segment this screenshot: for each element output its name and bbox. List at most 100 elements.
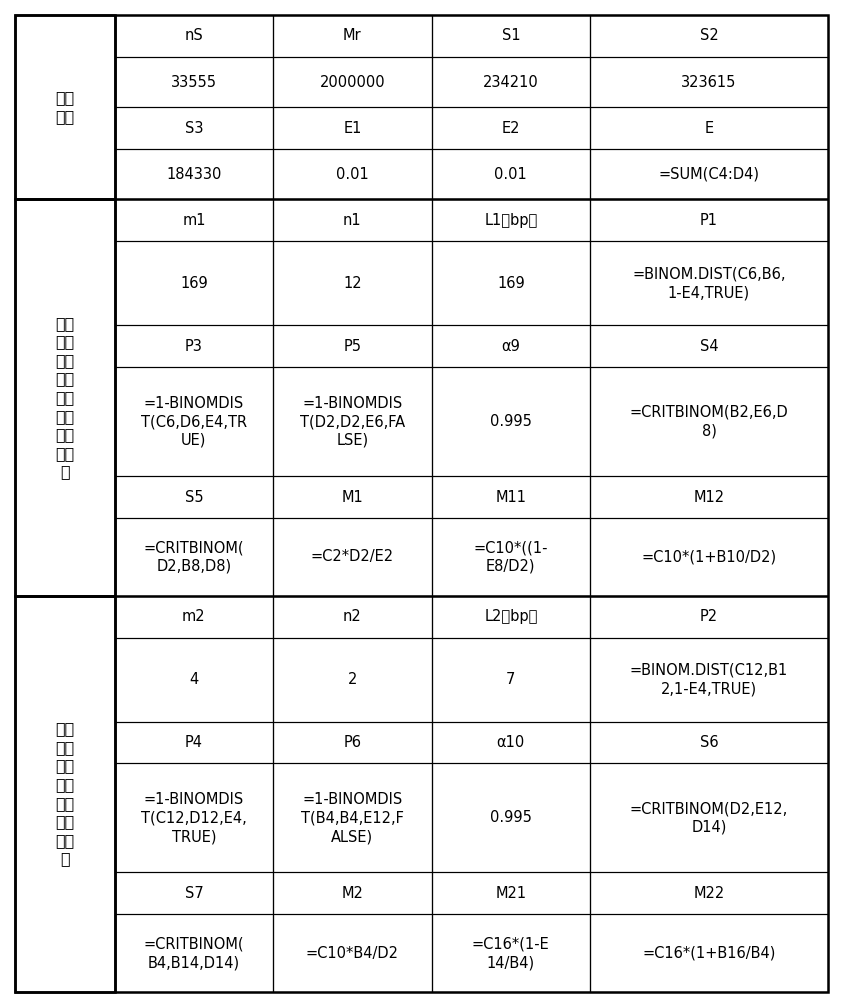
Bar	[273, 763, 432, 872]
Text: =1-BINOMDIS
T(C6,D6,E4,TR
UE): =1-BINOMDIS T(C6,D6,E4,TR UE)	[141, 396, 247, 448]
Text: 12: 12	[343, 276, 362, 291]
Text: 169: 169	[497, 276, 524, 291]
Bar	[590, 518, 828, 596]
Bar	[432, 872, 590, 914]
Text: 2000000: 2000000	[319, 75, 385, 90]
Text: n2: n2	[343, 609, 362, 624]
Text: P6: P6	[343, 735, 362, 750]
Bar	[590, 638, 828, 722]
Text: =CRITBINOM(
D2,B8,D8): =CRITBINOM( D2,B8,D8)	[143, 540, 244, 574]
Text: P4: P4	[185, 735, 203, 750]
Bar	[115, 518, 273, 596]
Text: 0.995: 0.995	[490, 414, 532, 429]
Bar	[590, 149, 828, 199]
Bar	[432, 722, 590, 763]
Bar	[590, 914, 828, 992]
Bar	[273, 722, 432, 763]
Bar	[273, 149, 432, 199]
Text: S7: S7	[185, 886, 203, 901]
Bar	[15, 15, 115, 199]
Bar	[273, 518, 432, 596]
Text: =C10*(1+B10/D2): =C10*(1+B10/D2)	[642, 549, 776, 564]
Bar	[432, 367, 590, 476]
Text: P5: P5	[343, 339, 362, 354]
Text: S4: S4	[700, 339, 718, 354]
Text: =SUM(C4:D4): =SUM(C4:D4)	[658, 167, 760, 182]
Text: =CRITBINOM(B2,E6,D
8): =CRITBINOM(B2,E6,D 8)	[630, 405, 788, 439]
Bar	[115, 914, 273, 992]
Text: =1-BINOMDIS
T(D2,D2,E6,FA
LSE): =1-BINOMDIS T(D2,D2,E6,FA LSE)	[300, 396, 405, 448]
Text: M22: M22	[693, 886, 725, 901]
Bar	[273, 596, 432, 638]
Bar	[590, 199, 828, 241]
Bar	[115, 241, 273, 325]
Text: P2: P2	[700, 609, 718, 624]
Text: P1: P1	[700, 213, 718, 228]
Bar	[432, 325, 590, 367]
Bar	[590, 722, 828, 763]
Text: M2: M2	[341, 886, 363, 901]
Text: E1: E1	[343, 121, 362, 136]
Bar	[273, 914, 432, 992]
Text: =CRITBINOM(D2,E12,
D14): =CRITBINOM(D2,E12, D14)	[630, 801, 788, 835]
Text: =1-BINOMDIS
T(B4,B4,E12,F
ALSE): =1-BINOMDIS T(B4,B4,E12,F ALSE)	[301, 792, 404, 844]
Bar	[432, 199, 590, 241]
Text: Mr: Mr	[343, 28, 362, 43]
Bar	[590, 241, 828, 325]
Bar	[115, 367, 273, 476]
Text: 169: 169	[180, 276, 207, 291]
Text: 323615: 323615	[681, 75, 737, 90]
Bar	[273, 325, 432, 367]
Bar	[432, 241, 590, 325]
Bar	[15, 199, 115, 596]
Text: 目标
微生
物类
群定
性与
定量
的参
数估
计: 目标 微生 物类 群定 性与 定量 的参 数估 计	[56, 316, 74, 480]
Bar	[590, 325, 828, 367]
Bar	[273, 367, 432, 476]
Bar	[432, 107, 590, 149]
Bar	[115, 763, 273, 872]
Text: m2: m2	[182, 609, 206, 624]
Bar	[432, 518, 590, 596]
Bar	[115, 15, 273, 57]
Text: =BINOM.DIST(C6,B6,
1-E4,TRUE): =BINOM.DIST(C6,B6, 1-E4,TRUE)	[632, 267, 786, 300]
Bar	[273, 476, 432, 518]
Text: S6: S6	[700, 735, 718, 750]
Bar	[590, 57, 828, 107]
Text: =C16*(1-E
14/B4): =C16*(1-E 14/B4)	[472, 936, 550, 970]
Bar	[273, 15, 432, 57]
Text: 234210: 234210	[483, 75, 539, 90]
Text: n1: n1	[343, 213, 362, 228]
Text: nS: nS	[185, 28, 203, 43]
Text: =C2*D2/E2: =C2*D2/E2	[311, 549, 394, 564]
Text: =BINOM.DIST(C12,B1
2,1-E4,TRUE): =BINOM.DIST(C12,B1 2,1-E4,TRUE)	[630, 663, 788, 696]
Text: m1: m1	[182, 213, 206, 228]
Text: 184330: 184330	[166, 167, 222, 182]
Bar	[115, 638, 273, 722]
Text: =C10*B4/D2: =C10*B4/D2	[306, 946, 399, 961]
Text: E: E	[705, 121, 713, 136]
Text: L1（bp）: L1（bp）	[484, 213, 538, 228]
Text: =C10*((1-
E8/D2): =C10*((1- E8/D2)	[474, 540, 548, 574]
Text: M1: M1	[341, 490, 363, 505]
Text: E2: E2	[502, 121, 520, 136]
Bar	[432, 149, 590, 199]
Bar	[115, 325, 273, 367]
Text: S1: S1	[502, 28, 520, 43]
Bar	[590, 763, 828, 872]
Text: =C16*(1+B16/B4): =C16*(1+B16/B4)	[642, 946, 776, 961]
Bar	[590, 107, 828, 149]
Bar	[115, 199, 273, 241]
Text: 4: 4	[190, 672, 198, 687]
Bar	[115, 476, 273, 518]
Bar	[590, 872, 828, 914]
Text: 0.01: 0.01	[495, 167, 527, 182]
Bar	[432, 57, 590, 107]
Bar	[115, 57, 273, 107]
Text: L2（bp）: L2（bp）	[484, 609, 538, 624]
Text: P3: P3	[185, 339, 203, 354]
Text: 0.01: 0.01	[336, 167, 368, 182]
Bar	[590, 367, 828, 476]
Bar	[432, 476, 590, 518]
Bar	[273, 872, 432, 914]
Text: S3: S3	[185, 121, 203, 136]
